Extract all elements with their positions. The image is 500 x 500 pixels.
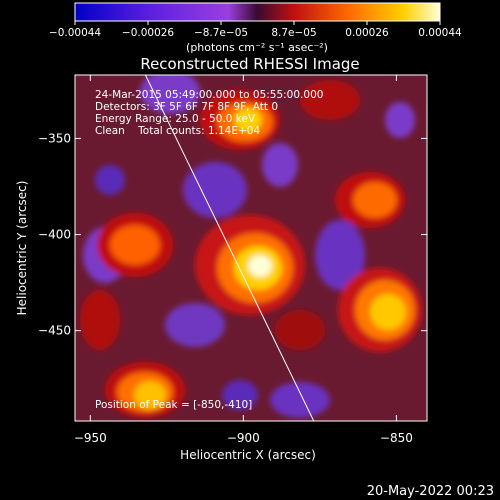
x-tick-label: −900 [227,431,260,445]
colorbar-tick-label: −0.00026 [122,27,175,39]
heatmap-blob [183,162,247,218]
axis-ticks: −950−900−850−800−350−400−450 [38,75,427,445]
colorbar-tick-label: 8.7e−05 [271,27,316,39]
plot-frame [74,74,428,422]
colorbar-tick-label: −0.00044 [49,27,102,39]
info-annotations: 24-Mar-2015 05:49:00.000 to 05:55:00.000… [95,89,323,411]
heatmap-blob [248,255,272,277]
y-axis-label: Heliocentric Y (arcsec) [15,181,29,316]
annotation-energy-range: Energy Range: 25.0 - 50.0 keV [95,113,256,125]
y-tick-label: −350 [38,131,71,145]
colorbar-unit-label: (photons cm⁻² s⁻¹ asec⁻²) [186,41,328,54]
x-tick-label: −950 [74,431,107,445]
heatmap-blob [262,143,298,187]
heatmap-blob [80,290,120,350]
heatmap-blob [275,310,325,350]
heatmap-blob [134,381,166,409]
colorbar-tick-label: 0.00026 [345,27,389,39]
heatmap-blob [353,182,397,218]
colorbar-tick-label: 0.00044 [418,27,462,39]
heatmap-blob [140,75,200,114]
colorbar: −0.00044 −0.00026 −8.7e−05 8.7e−05 0.00026 0.… [49,2,462,54]
heatmap-blob [222,380,258,410]
heatmap-plot [75,75,427,421]
heatmap-blob [110,225,160,265]
annotation-peak-position: Position of Peak = [-850,-410] [95,399,252,411]
x-tick-label: −850 [380,431,413,445]
chart-title: Reconstructed RHESSI Image [140,55,359,73]
heatmap-blob [385,102,415,138]
footer-timestamp: 20-May-2022 00:23 [367,484,494,499]
heatmap-blob [165,303,225,347]
heatmap-blob [234,108,262,132]
heatmap-blob [270,382,330,418]
annotation-time-range: 24-Mar-2015 05:49:00.000 to 05:55:00.000 [95,89,323,101]
y-tick-label: −400 [38,228,71,242]
heatmap-blob [300,80,360,120]
colorbar-gradient [74,2,441,22]
annotation-clean-counts: Clean Total counts: 1.14E+04 [95,125,260,137]
annotation-detectors: Detectors: 3F 5F 6F 7F 8F 9F, Att 0 [95,101,278,113]
colorbar-tick-label: −8.7e−05 [194,27,248,39]
heatmap-blob [315,220,365,290]
x-axis-label: Heliocentric X (arcsec) [180,448,316,462]
solar-limb-line [144,75,315,421]
heatmap-blob [95,165,125,195]
heatmap-blob [370,294,406,330]
y-tick-label: −450 [38,324,71,338]
